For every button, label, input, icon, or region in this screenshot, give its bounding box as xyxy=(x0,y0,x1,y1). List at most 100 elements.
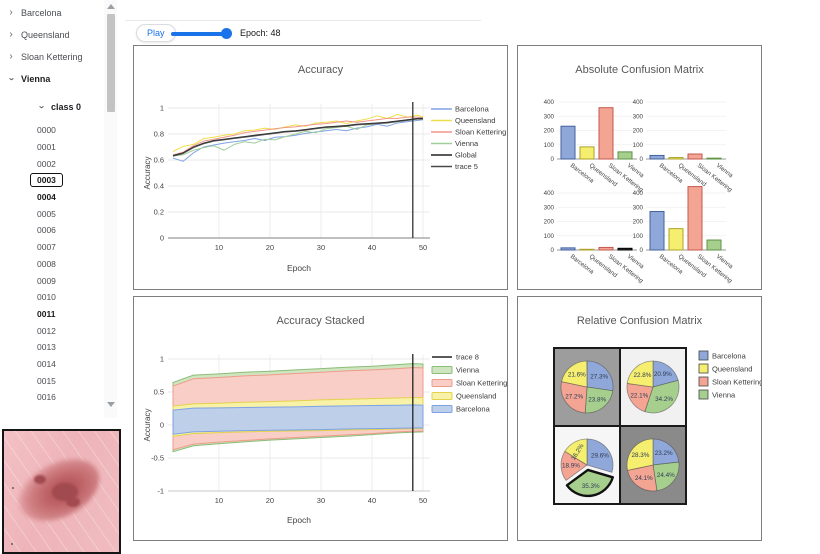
chart-text: 30 xyxy=(317,243,325,252)
sidebar-item-0000[interactable]: 0000 xyxy=(0,122,104,139)
epoch-slider[interactable] xyxy=(171,28,232,39)
pie-label: 23.8% xyxy=(588,397,606,404)
tree-node-label: class 0 xyxy=(51,102,82,112)
chart-text: 200 xyxy=(544,128,555,135)
chevron-down-icon[interactable]: › xyxy=(36,105,47,109)
legend-item-sloan-kettering[interactable]: Sloan Kettering xyxy=(698,376,761,387)
chart-text: trace 8 xyxy=(456,353,479,362)
bar-queensland xyxy=(579,146,595,160)
sidebar-item-0001[interactable]: 0001 xyxy=(0,139,104,156)
legend-item-queensland[interactable]: Queensland xyxy=(431,116,495,125)
chart-text: 100 xyxy=(544,142,555,149)
scroll-up-arrow-icon[interactable] xyxy=(106,4,115,9)
chart-text: 20 xyxy=(266,496,274,505)
chart-text: 100 xyxy=(633,142,644,149)
chart-text: 300 xyxy=(544,204,555,211)
dataset-tree-sidebar: › Barcelona › Queensland › Sloan Kettering › Vi… xyxy=(0,0,104,424)
play-button[interactable]: Play xyxy=(136,24,176,42)
chart-text: 0 xyxy=(640,247,644,254)
chart-text: 10 xyxy=(215,496,223,505)
tree-node-label: Sloan Kettering xyxy=(21,52,83,62)
sidebar-item-0013[interactable]: 0013 xyxy=(0,339,104,356)
x-axis-label: Epoch xyxy=(287,263,311,273)
scroll-down-arrow-icon[interactable] xyxy=(106,402,115,407)
legend-swatch xyxy=(698,389,709,400)
sample-id-label: 0001 xyxy=(37,142,56,153)
legend-item-vienna[interactable]: Vienna xyxy=(431,366,480,375)
series-line-global xyxy=(172,117,423,156)
sample-id-label: 0004 xyxy=(37,192,56,203)
sidebar-item-0010[interactable]: 0010 xyxy=(0,289,104,306)
pie-slice-vienna xyxy=(652,461,680,492)
legend-item-barcelona[interactable]: Barcelona xyxy=(698,350,747,361)
bar-barcelona xyxy=(649,154,665,160)
pie-label: 20.9% xyxy=(654,371,672,378)
sidebar-item-0012[interactable]: 0012 xyxy=(0,322,104,339)
legend-item-vienna[interactable]: Vienna xyxy=(698,389,736,400)
bar-sloan-kettering xyxy=(687,186,703,251)
series-line-trace-5 xyxy=(172,118,423,157)
lesion-spot xyxy=(52,483,78,501)
chart-text: 300 xyxy=(633,204,644,211)
sidebar-item-0015[interactable]: 0015 xyxy=(0,372,104,389)
chevron-down-icon[interactable]: › xyxy=(6,77,17,81)
accuracy-stacked-area-chart[interactable]: 10 20 30 40 50 1 0.5 0 -0.5 -1 Accuracy Epoch trace … xyxy=(134,297,507,540)
pie-chart-2: 29.6%35.3%18.9%16.2% xyxy=(560,438,614,498)
chevron-right-icon[interactable]: › xyxy=(9,51,13,62)
epoch-slider-fill xyxy=(171,32,227,36)
sidebar-item-queensland[interactable]: › Queensland xyxy=(0,24,104,46)
accuracy-panel: Accuracy 10 20 30 40 50 0 0.2 0.4 0.6 0.8 1 Accurac… xyxy=(133,45,508,290)
toolbar-divider xyxy=(125,20,481,21)
sidebar-item-barcelona[interactable]: › Barcelona xyxy=(0,2,104,24)
legend-item-queensland[interactable]: Queensland xyxy=(698,363,752,374)
chart-text: 50 xyxy=(419,243,427,252)
legend-swatch xyxy=(431,405,453,413)
legend-item-trace-8[interactable]: trace 8 xyxy=(432,353,479,362)
legend-item-queensland[interactable]: Queensland xyxy=(431,392,496,401)
legend-item-barcelona[interactable]: Barcelona xyxy=(431,105,490,114)
legend-item-vienna[interactable]: Vienna xyxy=(431,139,479,148)
sample-id-label: 0006 xyxy=(37,225,56,236)
sidebar-item-class-0[interactable]: › class 0 xyxy=(0,96,104,118)
legend-item-barcelona[interactable]: Barcelona xyxy=(431,405,491,414)
scrollbar-thumb[interactable] xyxy=(106,14,115,112)
chart-text: 200 xyxy=(633,219,644,226)
sample-id-label: 0007 xyxy=(37,242,56,253)
chart-text: 0.8 xyxy=(154,130,164,139)
sidebar-item-0002[interactable]: 0002 xyxy=(0,155,104,172)
legend-item-sloan-kettering[interactable]: Sloan Kettering xyxy=(431,128,506,137)
legend-item-sloan-kettering[interactable]: Sloan Kettering xyxy=(431,379,507,388)
chart-text: Sloan Kettering xyxy=(712,378,761,387)
chevron-right-icon[interactable]: › xyxy=(9,29,13,40)
bar-sloan-kettering xyxy=(687,153,703,160)
sidebar-item-0007[interactable]: 0007 xyxy=(0,239,104,256)
sidebar-item-0014[interactable]: 0014 xyxy=(0,356,104,373)
bar-barcelona xyxy=(560,247,576,251)
chart-text: 10 xyxy=(215,243,223,252)
x-axis-label: Epoch xyxy=(287,515,311,525)
relative-confusion-pie-charts[interactable]: 27.3% 23.8% 27.2% 21.6% 20.9% 34.2% 22.1% 22.8%… xyxy=(518,297,761,540)
sidebar-item-sloan-kettering[interactable]: › Sloan Kettering xyxy=(0,46,104,68)
legend-item-trace-5[interactable]: trace 5 xyxy=(431,162,478,171)
chart-text: 0.4 xyxy=(154,182,164,191)
legend-item-global[interactable]: Global xyxy=(431,151,477,160)
chevron-right-icon[interactable]: › xyxy=(9,7,13,18)
bar-vienna xyxy=(617,247,633,251)
sidebar-item-0016[interactable]: 0016 xyxy=(0,389,104,406)
epoch-slider-handle[interactable] xyxy=(220,28,232,39)
sidebar-item-0003[interactable]: 0003 xyxy=(0,172,104,189)
bar-queensland xyxy=(579,248,595,251)
legend-swatch xyxy=(698,376,709,387)
sidebar-item-0006[interactable]: 0006 xyxy=(0,222,104,239)
sidebar-item-vienna[interactable]: › Vienna xyxy=(0,68,104,90)
sidebar-item-0005[interactable]: 0005 xyxy=(0,205,104,222)
accuracy-line-chart[interactable]: 10 20 30 40 50 0 0.2 0.4 0.6 0.8 1 Accuracy Epoch Bar… xyxy=(134,46,507,289)
sidebar-scrollbar[interactable] xyxy=(104,0,117,418)
sidebar-item-0009[interactable]: 0009 xyxy=(0,272,104,289)
sidebar-item-0008[interactable]: 0008 xyxy=(0,256,104,273)
series-line-barcelona xyxy=(172,119,424,162)
sidebar-item-0011[interactable]: 0011 xyxy=(0,306,104,323)
sidebar-item-0004[interactable]: 0004 xyxy=(0,189,104,206)
